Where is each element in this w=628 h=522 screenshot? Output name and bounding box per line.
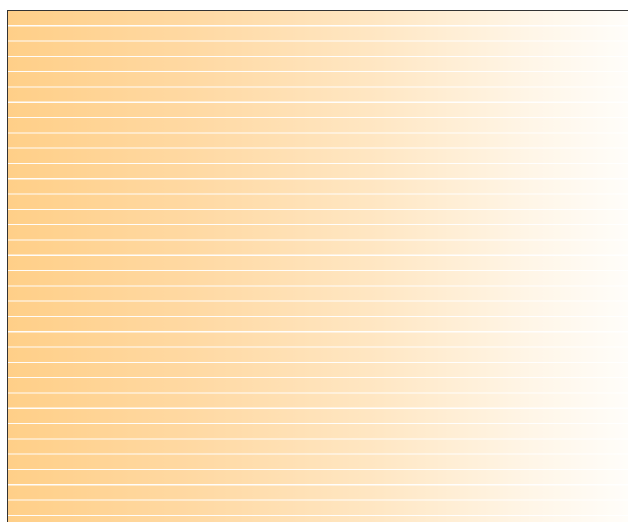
striped-panel: [7, 10, 628, 522]
